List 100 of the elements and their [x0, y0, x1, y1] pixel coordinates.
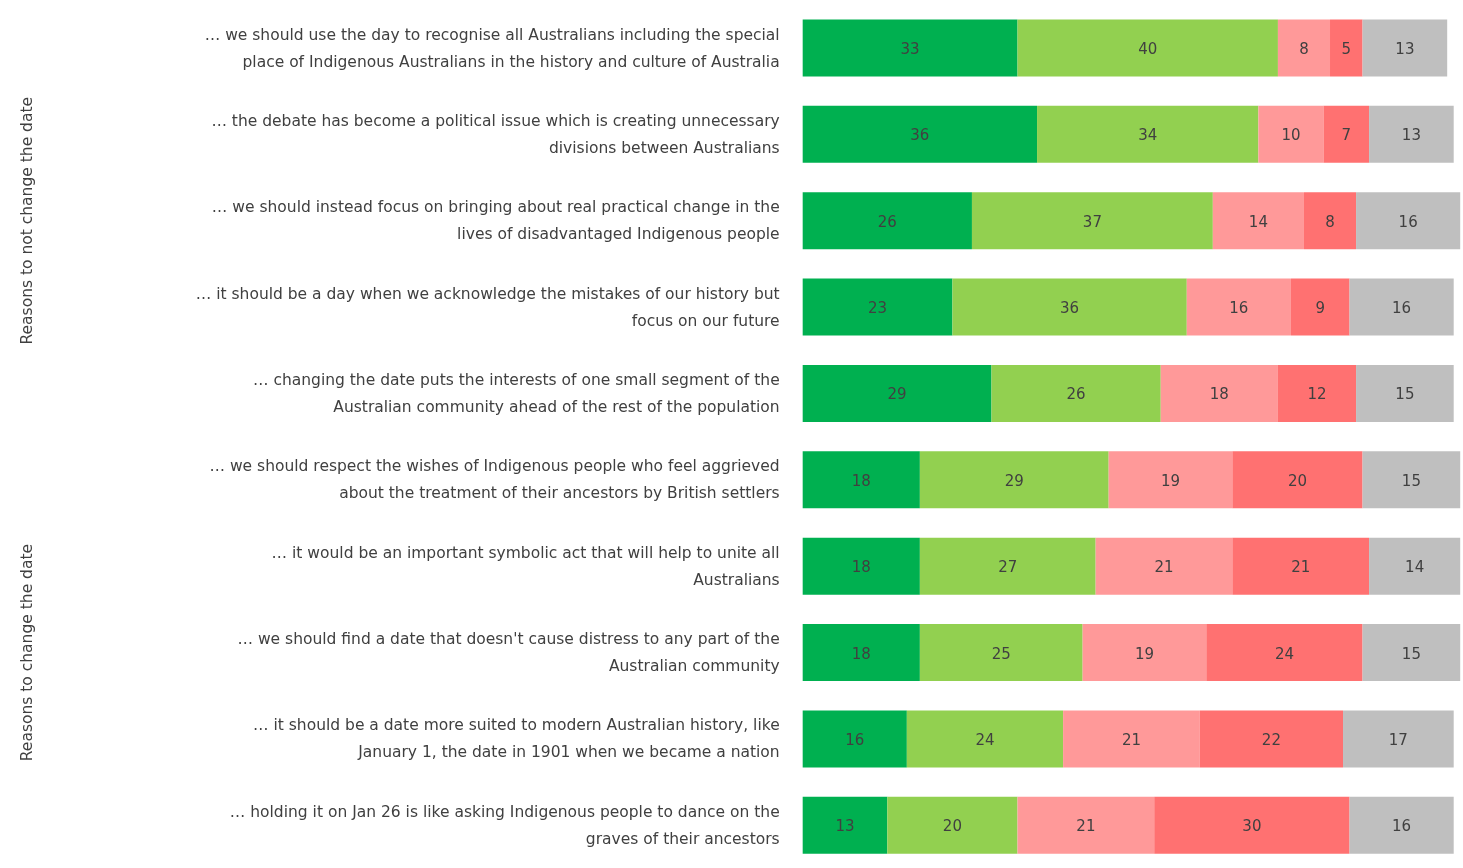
data-label: 20	[1287, 471, 1308, 490]
y-tick-label: … we should use the day to recognise all Australians including the special place of Indigenous Australians in the history and culture of Australia	[204, 25, 780, 71]
data-label: 18	[851, 558, 871, 577]
data-label: 13	[1395, 40, 1415, 58]
data-label: 18	[851, 471, 871, 490]
data-label: 19	[1160, 471, 1181, 490]
bar	[802, 105, 1038, 163]
bar	[1362, 451, 1461, 509]
data-label: 19	[1134, 644, 1155, 663]
data-label: 9	[1315, 299, 1326, 318]
bar	[802, 710, 907, 768]
bar	[1206, 624, 1363, 682]
data-label: 37	[1082, 212, 1102, 231]
data-label: 14	[1405, 558, 1425, 577]
data-label: 29	[887, 385, 907, 404]
bar	[802, 796, 888, 854]
bar	[1063, 710, 1200, 768]
data-label: 40	[1138, 40, 1158, 58]
bar	[1017, 19, 1278, 77]
bar	[802, 451, 920, 509]
data-label: 17	[1388, 730, 1408, 749]
bar	[991, 364, 1161, 422]
bar	[1037, 105, 1259, 163]
bar	[1258, 105, 1324, 163]
y-tick-label: … we should find a date that doesn't cause distress to any part of the Australian community	[237, 630, 780, 676]
bar	[1290, 278, 1350, 336]
bar	[802, 364, 992, 422]
bar	[1349, 796, 1454, 854]
data-label: 16	[1392, 299, 1412, 318]
data-label: 24	[1274, 644, 1294, 663]
data-label: 18	[851, 644, 871, 663]
data-label: 21	[1121, 730, 1141, 749]
bar	[1232, 537, 1370, 595]
bar	[1369, 537, 1461, 595]
bar	[1017, 796, 1155, 854]
data-label: 26	[1066, 385, 1086, 404]
data-label: 24	[975, 730, 995, 749]
data-label: 36	[1060, 299, 1080, 318]
bar	[1362, 19, 1448, 77]
bar	[952, 278, 1187, 336]
bar	[802, 278, 953, 336]
bar	[802, 192, 972, 250]
bar	[1349, 278, 1454, 336]
data-label: 34	[1138, 126, 1158, 145]
bar	[1160, 364, 1278, 422]
bar	[906, 710, 1064, 768]
data-label: 8	[1299, 40, 1309, 58]
bar	[1186, 278, 1291, 336]
data-label: 5	[1341, 40, 1352, 58]
data-label: 16	[845, 730, 865, 749]
bar	[1199, 710, 1344, 768]
data-label: 13	[1401, 126, 1421, 145]
data-label: 16	[1398, 212, 1418, 231]
bar	[802, 537, 920, 595]
bar	[919, 451, 1109, 509]
data-label: 18	[1209, 385, 1229, 404]
bar	[1095, 537, 1233, 595]
data-label: 36	[910, 126, 930, 145]
bar	[919, 537, 1096, 595]
bar	[1232, 451, 1363, 509]
data-label: 33	[900, 40, 920, 58]
bar	[1303, 192, 1357, 250]
data-label: 7	[1341, 126, 1352, 145]
y-tick-label: … it would be an important symbolic act that will help to unite all Australians	[271, 543, 780, 589]
data-label: 26	[877, 212, 897, 231]
bar	[1356, 192, 1461, 250]
bar	[1108, 451, 1233, 509]
bar	[1369, 105, 1454, 163]
bar	[887, 796, 1018, 854]
data-label: 12	[1307, 385, 1327, 404]
data-label: 15	[1401, 644, 1421, 663]
data-label: 15	[1401, 471, 1421, 490]
data-label: 30	[1242, 817, 1262, 836]
data-label: 22	[1261, 730, 1281, 749]
bar	[1343, 710, 1454, 768]
data-label: 15	[1395, 385, 1415, 404]
text: Reasons to change the date	[17, 543, 36, 762]
y-tick-label: … holding it on Jan 26 is like asking Indigenous people to dance on the graves of their ancestors	[229, 802, 780, 848]
data-label: 10	[1281, 126, 1301, 145]
bar	[1277, 19, 1331, 77]
text: Reasons to not change the date	[17, 96, 36, 345]
data-label: 16	[1229, 299, 1249, 318]
bar	[1356, 364, 1454, 422]
data-label: 13	[835, 817, 855, 836]
y-tick-label: … it should be a date more suited to modern Australian history, like January 1, the date in 1901 when we became a nation	[253, 716, 780, 762]
bar	[1362, 624, 1461, 682]
bar	[1323, 105, 1370, 163]
bar	[971, 192, 1213, 250]
data-label: 21	[1154, 558, 1174, 577]
y-tick-label: … we should instead focus on bringing about real practical change in the lives of disadvantaged Indigenous people	[211, 198, 780, 244]
data-label: 25	[991, 644, 1011, 663]
data-label: 20	[942, 817, 962, 836]
y-tick-label: … it should be a day when we acknowledge the mistakes of our history but focus on our future	[195, 284, 780, 330]
bar	[1082, 624, 1207, 682]
bar	[802, 19, 1018, 77]
bar	[1330, 19, 1363, 77]
data-label: 23	[868, 299, 888, 318]
bar	[802, 624, 920, 682]
data-label: 8	[1325, 212, 1335, 231]
y-tick-label: … the debate has become a political issue which is creating unnecessary divisions between Australians	[211, 111, 780, 157]
